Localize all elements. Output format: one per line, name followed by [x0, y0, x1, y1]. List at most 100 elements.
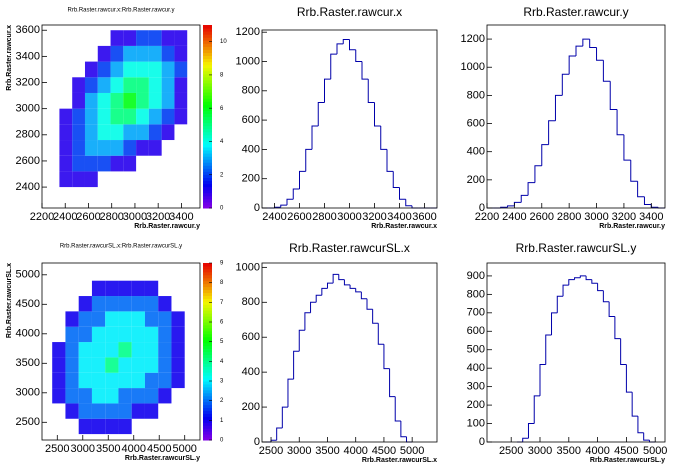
color-bar [203, 86, 212, 90]
heat-cell [110, 30, 124, 46]
histogram-bin [405, 199, 412, 207]
color-bar [203, 301, 212, 305]
heat-cell [78, 388, 92, 404]
color-bar [203, 101, 212, 105]
histogram-bin [342, 39, 350, 44]
color-bar [203, 319, 212, 323]
heat-cell [78, 311, 92, 327]
histogram-bin [637, 416, 644, 434]
heat-cell [97, 45, 111, 62]
heat-cell [91, 311, 106, 327]
color-bar [203, 55, 212, 60]
heat-cell [158, 342, 172, 358]
heat-cell [136, 108, 149, 125]
histogram-bin [643, 196, 652, 205]
heat-cell [144, 280, 159, 297]
color-bar [203, 342, 212, 347]
histogram-bin [507, 205, 515, 208]
chart-title: Rrb.Raster.rawcurSL.x [289, 241, 410, 255]
x-tick-label: 3600 [412, 211, 436, 223]
heat-cell [148, 61, 162, 78]
heat-cell [65, 357, 79, 373]
heat-cell [110, 108, 124, 125]
histogram-bin [332, 273, 339, 284]
heat-cell [148, 108, 162, 125]
heat-cell [110, 77, 124, 93]
color-bar [203, 34, 212, 38]
histogram-bin [399, 187, 406, 200]
y-tick-label: 900 [467, 270, 485, 282]
histogram-bin [338, 274, 345, 281]
pad: Rrb.Raster.rawcurSL.x:Rrb.Raster.rawcurS… [0, 236, 232, 472]
histogram-bin [366, 298, 373, 310]
x-tick-label: 2500 [259, 445, 283, 457]
x-tick-label: 5000 [400, 445, 424, 457]
heat-cell [78, 372, 92, 389]
heat-cell [91, 418, 106, 435]
histogram-bin [614, 316, 621, 340]
color-bar [203, 204, 212, 209]
heat-cell [97, 92, 111, 109]
chart-title: Rrb.Raster.rawcurSL.x:Rrb.Raster.rawcurS… [60, 244, 182, 250]
heat-cell [158, 326, 172, 343]
color-bar [203, 46, 212, 50]
histogram-bin [620, 338, 627, 365]
x-tick-label: 2800 [312, 211, 336, 223]
y-tick-label: 100 [467, 417, 485, 429]
heat-cell [105, 296, 119, 312]
color-bar [203, 67, 212, 72]
x-tick-label: 2800 [557, 211, 581, 223]
color-bar [203, 49, 212, 53]
color-bar [203, 363, 212, 367]
color-bar [203, 304, 212, 308]
histogram-bin [281, 406, 288, 429]
color-bar [203, 407, 212, 411]
heat-cell [158, 372, 172, 389]
heat-cell [144, 357, 159, 373]
x-tick-label: 4500 [147, 443, 171, 455]
y-tick-label: 200 [242, 173, 260, 185]
heat-cell [105, 326, 119, 343]
heat-cell [144, 342, 159, 358]
heat-cell [158, 388, 172, 404]
color-bar [203, 189, 212, 194]
pad-background [464, 236, 696, 472]
y-tick-label: 1000 [461, 61, 485, 73]
heat-cell [105, 418, 119, 435]
color-bar [203, 174, 212, 178]
z-tick-label: 6 [220, 106, 224, 112]
heat-cell [148, 77, 162, 93]
x-axis-title: Rrb.Raster.rawcurSL.y [590, 457, 665, 464]
x-tick-label: 3400 [387, 211, 411, 223]
x-axis-title: Rrb.Raster.rawcurSL.y [125, 455, 200, 462]
histogram-bin [534, 165, 542, 183]
color-bar [203, 143, 212, 148]
y-tick-label: 1200 [236, 26, 260, 38]
heat-cell [65, 372, 79, 389]
heat-cell [72, 171, 85, 188]
color-bar [203, 416, 212, 420]
color-bar [203, 286, 212, 291]
heat-cell [110, 92, 124, 109]
histogram-bin [637, 181, 645, 198]
histogram-bin [568, 55, 576, 75]
x-tick-label: 3000 [123, 211, 147, 223]
histogram-bin [533, 395, 540, 424]
color-bar [203, 186, 212, 191]
color-bar [203, 177, 212, 182]
y-tick-label: 300 [467, 381, 485, 393]
x-tick-label: 2400 [502, 211, 526, 223]
heat-cell [123, 124, 137, 141]
color-bar [203, 37, 212, 41]
heat-cell [174, 77, 188, 93]
color-bar [203, 322, 212, 326]
color-bar [203, 153, 212, 157]
histogram-bin [292, 188, 300, 200]
heat-cell [123, 92, 137, 109]
color-bar [203, 107, 212, 111]
frame [486, 24, 666, 209]
color-bar [203, 410, 212, 414]
pad: Rrb.Raster.rawcur.x:Rrb.Raster.rawcur.y 0… [0, 0, 232, 236]
histogram-bin [527, 423, 535, 439]
